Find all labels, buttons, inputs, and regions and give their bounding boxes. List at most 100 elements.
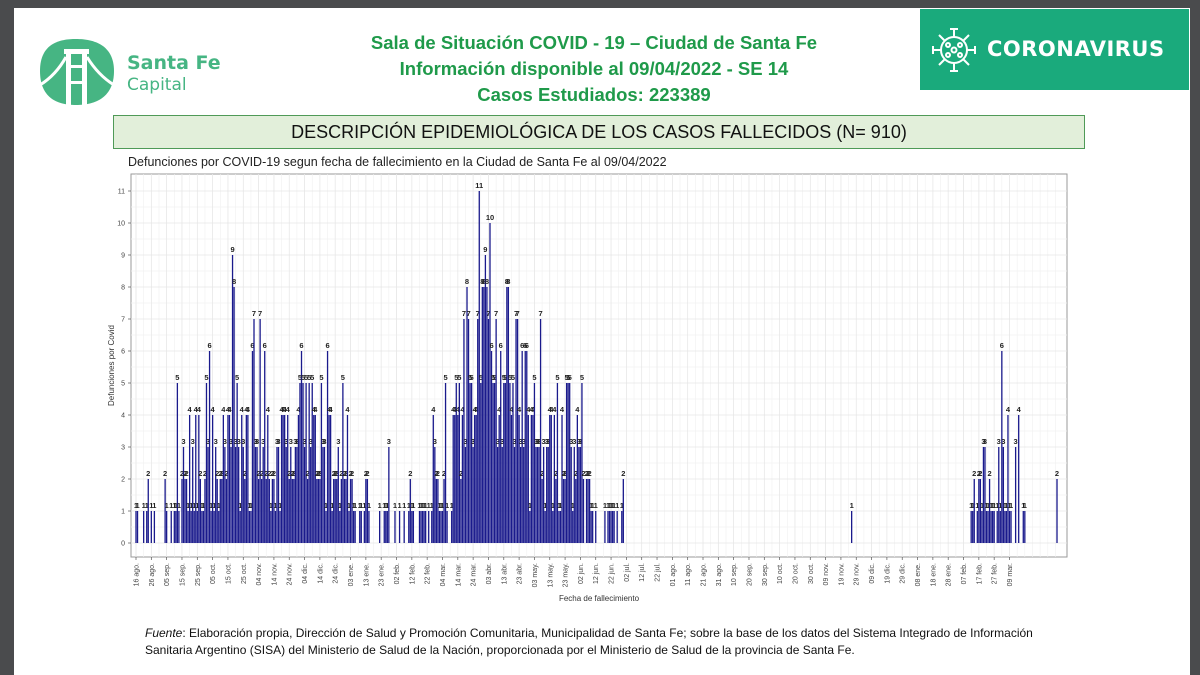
svg-text:2: 2 [316, 469, 320, 478]
svg-text:1: 1 [201, 501, 205, 510]
svg-text:3: 3 [181, 437, 185, 446]
logo-wordmark: Santa Fe Capital [127, 54, 221, 94]
svg-text:1: 1 [177, 501, 181, 510]
svg-text:4: 4 [313, 405, 318, 414]
svg-text:1: 1 [121, 509, 125, 516]
svg-text:1: 1 [384, 501, 388, 510]
svg-text:2: 2 [184, 469, 188, 478]
svg-text:2: 2 [306, 469, 310, 478]
svg-text:8: 8 [485, 277, 489, 286]
svg-text:04 mar.: 04 mar. [440, 563, 447, 586]
svg-text:28 ene.: 28 ene. [946, 563, 953, 586]
svg-text:3: 3 [229, 437, 233, 446]
svg-text:3: 3 [234, 437, 238, 446]
svg-text:26 ago.: 26 ago. [149, 563, 156, 586]
svg-text:4: 4 [531, 405, 536, 414]
svg-text:2: 2 [540, 469, 544, 478]
svg-text:4: 4 [460, 405, 465, 414]
svg-text:2: 2 [198, 469, 202, 478]
svg-text:4: 4 [227, 405, 232, 414]
svg-text:1: 1 [353, 501, 357, 510]
svg-text:1: 1 [145, 501, 149, 510]
svg-text:3: 3 [206, 437, 210, 446]
svg-text:2: 2 [318, 469, 322, 478]
svg-text:8: 8 [121, 285, 125, 292]
svg-text:1: 1 [1007, 501, 1011, 510]
svg-text:2: 2 [267, 469, 271, 478]
svg-text:2: 2 [121, 477, 125, 484]
svg-text:5: 5 [319, 373, 323, 382]
svg-text:5: 5 [565, 373, 569, 382]
svg-text:9: 9 [230, 245, 234, 254]
report-header: Sala de Situación COVID - 19 – Ciudad de… [314, 30, 874, 108]
svg-text:16 ago.: 16 ago. [134, 563, 141, 586]
svg-text:2: 2 [315, 469, 319, 478]
svg-text:02 jun.: 02 jun. [578, 563, 585, 584]
svg-text:2: 2 [339, 469, 343, 478]
svg-text:1: 1 [606, 501, 610, 510]
svg-text:1: 1 [1023, 501, 1027, 510]
svg-text:1: 1 [352, 501, 356, 510]
svg-text:6: 6 [520, 341, 524, 350]
svg-text:1: 1 [152, 501, 156, 510]
svg-text:2: 2 [272, 469, 276, 478]
svg-text:10 sep.: 10 sep. [731, 563, 738, 586]
svg-text:10: 10 [486, 213, 494, 222]
svg-text:4: 4 [244, 405, 249, 414]
svg-text:6: 6 [525, 341, 529, 350]
svg-text:3: 3 [293, 437, 297, 446]
svg-text:3: 3 [295, 437, 299, 446]
svg-text:23 ene.: 23 ene. [379, 563, 386, 586]
svg-text:2: 2 [563, 469, 567, 478]
svg-text:2: 2 [342, 469, 346, 478]
svg-text:4: 4 [279, 405, 284, 414]
svg-text:1: 1 [338, 501, 342, 510]
svg-text:3: 3 [496, 437, 500, 446]
svg-text:6: 6 [489, 341, 493, 350]
svg-text:4: 4 [345, 405, 350, 414]
svg-text:5: 5 [568, 373, 572, 382]
svg-text:6: 6 [250, 341, 254, 350]
svg-text:21 ago.: 21 ago. [701, 563, 708, 586]
svg-text:31 ago.: 31 ago. [716, 563, 723, 586]
svg-text:08 ene.: 08 ene. [915, 563, 922, 586]
svg-text:4: 4 [451, 405, 456, 414]
svg-text:1: 1 [427, 501, 431, 510]
svg-text:24 nov.: 24 nov. [287, 563, 294, 585]
svg-text:8: 8 [506, 277, 510, 286]
svg-text:9: 9 [483, 245, 487, 254]
svg-text:3: 3 [522, 437, 526, 446]
svg-text:8: 8 [232, 277, 236, 286]
svg-text:3: 3 [545, 437, 549, 446]
svg-text:2: 2 [292, 469, 296, 478]
svg-text:4: 4 [509, 405, 514, 414]
svg-text:04 dic.: 04 dic. [302, 563, 309, 584]
svg-text:5: 5 [175, 373, 179, 382]
svg-text:Fecha de fallecimiento: Fecha de fallecimiento [559, 594, 640, 603]
svg-text:1: 1 [410, 501, 414, 510]
svg-text:4: 4 [456, 405, 461, 414]
svg-text:2: 2 [203, 469, 207, 478]
svg-text:1: 1 [995, 501, 999, 510]
source-footnote: Fuente: Elaboración propia, Dirección de… [145, 625, 1065, 659]
svg-text:1: 1 [439, 501, 443, 510]
svg-text:02 jul.: 02 jul. [624, 563, 631, 582]
svg-text:1: 1 [850, 501, 854, 510]
svg-text:1: 1 [269, 501, 273, 510]
svg-text:14 nov.: 14 nov. [271, 563, 278, 585]
svg-text:22 jun.: 22 jun. [609, 563, 616, 584]
svg-text:8: 8 [482, 277, 486, 286]
svg-text:29 dic.: 29 dic. [900, 563, 907, 584]
svg-text:1: 1 [551, 501, 555, 510]
svg-text:01 ago.: 01 ago. [670, 563, 677, 586]
svg-text:6: 6 [325, 341, 329, 350]
coronavirus-label: CORONAVIRUS [987, 37, 1165, 61]
svg-text:4: 4 [281, 405, 286, 414]
svg-text:6: 6 [499, 341, 503, 350]
svg-text:4: 4 [473, 405, 478, 414]
svg-text:1: 1 [172, 501, 176, 510]
svg-text:1: 1 [620, 501, 624, 510]
svg-text:2: 2 [364, 469, 368, 478]
svg-text:07 feb.: 07 feb. [961, 563, 968, 584]
svg-text:4: 4 [246, 405, 251, 414]
